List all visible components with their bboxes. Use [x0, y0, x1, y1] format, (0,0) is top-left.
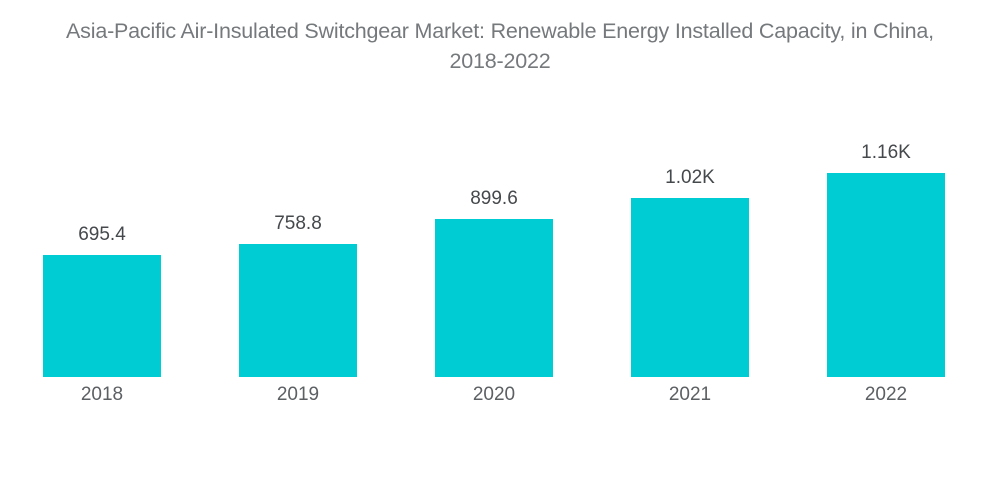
- bar-2021: [631, 197, 749, 377]
- chart-title-line-2: 2018-2022: [449, 49, 551, 73]
- bar-2019: [239, 243, 357, 377]
- bar-value-label: 899.6: [470, 187, 518, 209]
- x-axis-label-2019: 2019: [276, 384, 320, 405]
- x-axis-label-2018: 2018: [80, 384, 124, 405]
- bar-2020: [435, 218, 553, 377]
- x-axis-label-2020: 2020: [472, 384, 516, 405]
- bar-2018: [43, 254, 161, 377]
- bar-chart-plot-area: 695.4 2018 758.8 2019 899.6 2020 1.02K 2…: [4, 140, 984, 440]
- bar-value-label: 1.02K: [665, 166, 715, 188]
- bar-value-label: 695.4: [78, 223, 126, 245]
- chart-title-line-1: Asia-Pacific Air-Insulated Switchgear Ma…: [66, 19, 934, 43]
- bar-value-label: 758.8: [274, 212, 322, 234]
- bar-group-2019: 758.8 2019: [200, 140, 396, 440]
- x-axis-label-2022: 2022: [864, 384, 908, 405]
- bar-group-2021: 1.02K 2021: [592, 140, 788, 440]
- bar-group-2020: 899.6 2020: [396, 140, 592, 440]
- bar-group-2022: 1.16K 2022: [788, 140, 984, 440]
- chart-title: Asia-Pacific Air-Insulated Switchgear Ma…: [0, 16, 1000, 76]
- bar-value-label: 1.16K: [861, 142, 911, 163]
- bar-group-2018: 695.4 2018: [4, 140, 200, 440]
- bar-2022: [827, 173, 945, 377]
- x-axis-label-2021: 2021: [668, 384, 712, 405]
